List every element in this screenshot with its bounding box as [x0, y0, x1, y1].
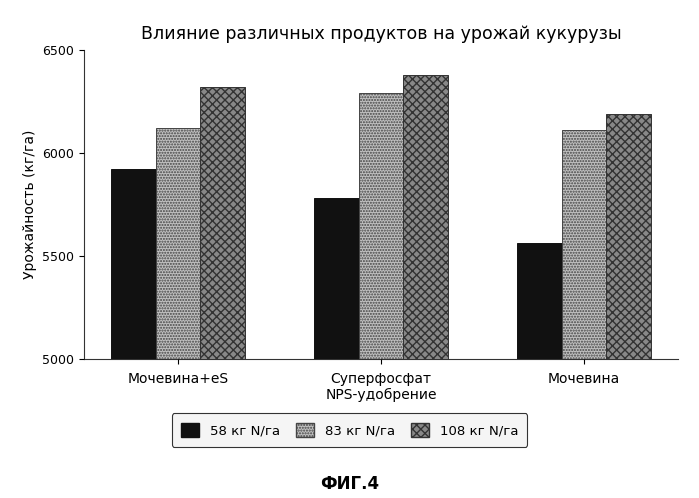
Bar	[200, 87, 245, 498]
Title: Влияние различных продуктов на урожай кукурузы: Влияние различных продуктов на урожай ку…	[140, 25, 621, 43]
Bar	[517, 244, 562, 498]
Bar	[403, 75, 448, 498]
Bar	[606, 114, 651, 498]
Bar	[314, 198, 359, 498]
Bar	[562, 130, 606, 498]
Y-axis label: Урожайность (кг/га): Урожайность (кг/га)	[22, 129, 36, 279]
Text: ФИГ.4: ФИГ.4	[320, 475, 379, 493]
Bar	[111, 169, 156, 498]
Bar	[359, 93, 403, 498]
Legend: 58 кг N/га, 83 кг N/га, 108 кг N/га: 58 кг N/га, 83 кг N/га, 108 кг N/га	[171, 413, 528, 447]
Bar	[156, 128, 200, 498]
